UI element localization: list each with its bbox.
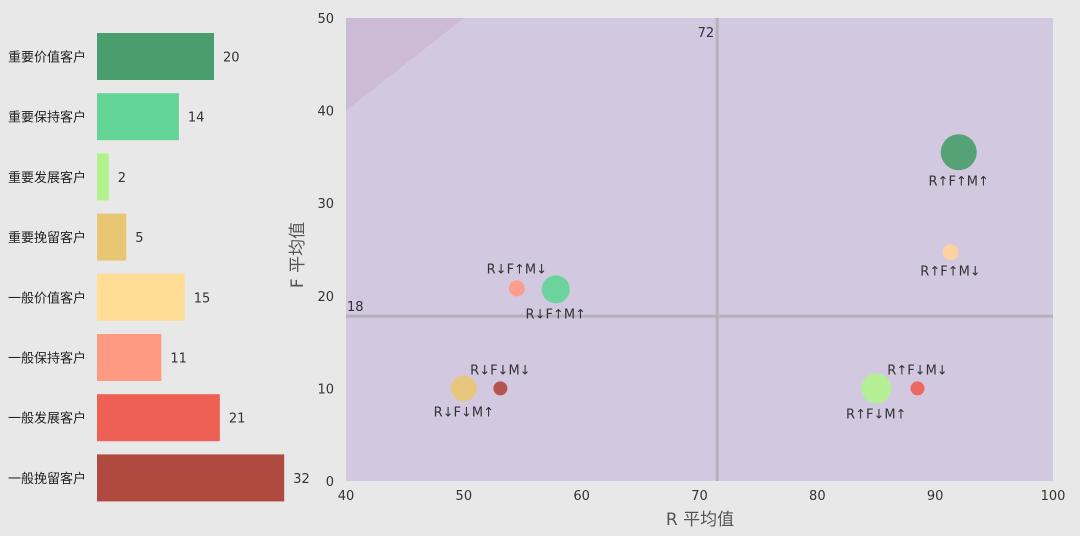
y-tick-label: 20 xyxy=(317,290,334,305)
bar xyxy=(97,454,285,502)
scatter-point-label: R↑F↓M↓ xyxy=(887,363,947,378)
y-tick-label: 50 xyxy=(317,12,334,27)
bar xyxy=(97,153,109,201)
bar-category-label: 重要保持客户 xyxy=(8,110,86,126)
scatter-point xyxy=(493,381,508,396)
x-tick-label: 70 xyxy=(691,489,708,504)
reference-line-horizontal-label: 18 xyxy=(347,300,364,315)
bar xyxy=(97,33,214,80)
corner-shade xyxy=(346,18,464,111)
plot-area xyxy=(346,18,1053,481)
bar-value-label: 14 xyxy=(188,111,205,126)
bar-value-label: 20 xyxy=(223,51,240,66)
scatter-point-label: R↓F↓M↓ xyxy=(470,363,530,378)
bar-category-label: 重要价值客户 xyxy=(8,50,86,66)
reference-line-vertical-label: 72 xyxy=(698,26,715,41)
bar xyxy=(97,394,220,442)
scatter-point xyxy=(450,375,477,402)
bar-category-label: 重要发展客户 xyxy=(8,170,86,186)
bar-category-label: 重要挽留客户 xyxy=(8,230,86,246)
rfm-scatter-chart: 72 18 40 50 60 70 80 90 100 0 10 20 30 40 50 R 平均值 F 平… xyxy=(288,12,1065,530)
bar-value-label: 32 xyxy=(293,472,310,487)
scatter-point-label: R↓F↓M↑ xyxy=(434,405,494,420)
x-tick-label: 100 xyxy=(1041,489,1066,504)
x-axis-title: R 平均值 xyxy=(666,510,734,530)
scatter-point xyxy=(861,373,892,404)
scatter-point xyxy=(541,275,570,304)
x-tick-label: 50 xyxy=(456,489,473,504)
bar xyxy=(97,273,185,321)
y-axis-title: F 平均值 xyxy=(288,222,308,288)
bar-category-label: 一般保持客户 xyxy=(8,351,86,367)
bar-value-label: 15 xyxy=(194,291,211,306)
scatter-point-label: R↓F↑M↓ xyxy=(487,262,547,277)
y-tick-label: 0 xyxy=(326,475,334,490)
bar-value-label: 21 xyxy=(229,412,246,427)
x-tick-label: 40 xyxy=(338,489,355,504)
scatter-point-label: R↑F↓M↑ xyxy=(846,407,906,422)
scatter-point-label: R↑F↑M↑ xyxy=(929,174,989,189)
y-tick-label: 30 xyxy=(317,197,334,212)
scatter-point-label: R↓F↑M↑ xyxy=(526,307,586,322)
x-tick-label: 80 xyxy=(809,489,826,504)
y-tick-label: 40 xyxy=(317,105,334,120)
y-tick-label: 10 xyxy=(317,382,334,397)
bar xyxy=(97,334,162,381)
scatter-point xyxy=(508,280,525,297)
customer-count-bar-chart: 重要价值客户 20 重要保持客户 14 重要发展客户 2 重要挽留客户 5 一般价值客户 15 一般… xyxy=(8,33,310,502)
bar-category-label: 一般价值客户 xyxy=(8,290,86,306)
x-tick-label: 60 xyxy=(573,489,590,504)
bar-value-label: 2 xyxy=(118,171,126,186)
bar xyxy=(97,93,179,141)
scatter-point xyxy=(910,381,925,396)
scatter-point xyxy=(940,134,977,171)
bar-value-label: 11 xyxy=(170,352,187,367)
bar-category-label: 一般挽留客户 xyxy=(8,471,86,487)
bar-category-label: 一般发展客户 xyxy=(8,411,86,427)
x-tick-label: 90 xyxy=(927,489,944,504)
scatter-point-label: R↑F↑M↓ xyxy=(920,264,980,279)
scatter-point xyxy=(942,244,959,261)
bar xyxy=(97,213,127,261)
bar-value-label: 5 xyxy=(135,231,143,246)
